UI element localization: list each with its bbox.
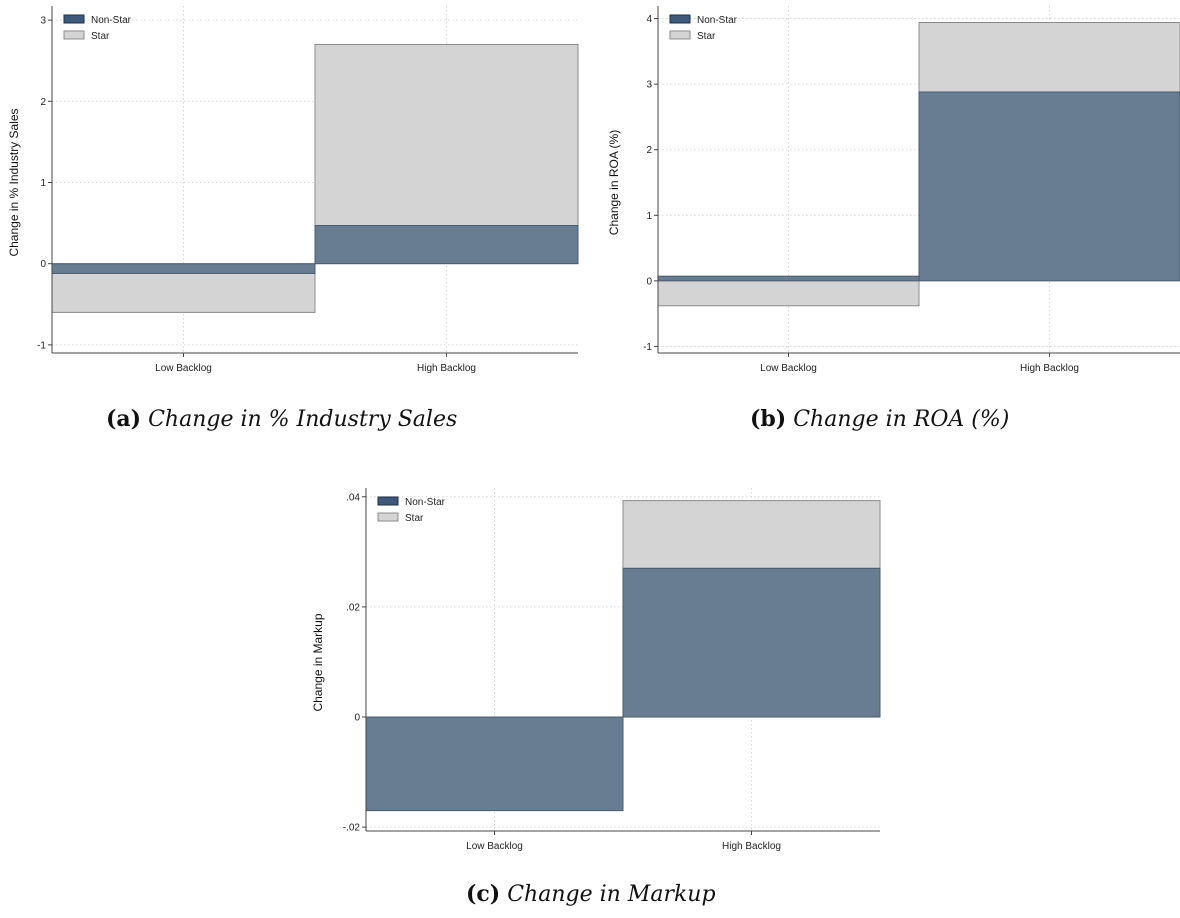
caption-b: (b) Change in ROA (%) bbox=[750, 406, 1009, 432]
x-tick-label: High Backlog bbox=[417, 363, 476, 374]
legend-label-star: Star bbox=[405, 513, 424, 524]
legend-swatch-non-star bbox=[377, 496, 399, 506]
caption-b-letter: (b) bbox=[750, 406, 787, 432]
bar-non-star-high-backlog bbox=[918, 91, 1180, 282]
y-tick-label: 2 bbox=[40, 97, 46, 108]
bar-non-star-low-backlog bbox=[51, 263, 316, 274]
caption-a-letter: (a) bbox=[106, 406, 142, 432]
chart-a: -1 0 1 2 3 Low Backlog High Backlog Change in %… bbox=[7, 6, 579, 374]
y-tick-label: 3 bbox=[646, 80, 652, 91]
y-tick-label: -.02 bbox=[343, 823, 361, 834]
bar-non-star-low-backlog bbox=[365, 716, 624, 812]
legend-label-non-star: Non-Star bbox=[697, 15, 738, 26]
y-tick-label: -1 bbox=[643, 342, 652, 353]
caption-c-text: Change in Markup bbox=[507, 882, 716, 907]
legend-label-non-star: Non-Star bbox=[91, 15, 132, 26]
bar-non-star-high-backlog bbox=[314, 225, 579, 265]
x-tick-label: Low Backlog bbox=[155, 363, 212, 374]
legend-label-star: Star bbox=[91, 31, 110, 42]
y-axis-title: Change in % Industry Sales bbox=[7, 108, 21, 256]
bar-non-star-high-backlog bbox=[622, 567, 881, 718]
chart-panel-c: -.02 0 .02 .04 Low Backlog High Backlog Change… bbox=[300, 476, 900, 916]
bar-star-high-backlog bbox=[622, 500, 881, 569]
y-tick-label: 4 bbox=[646, 14, 652, 25]
y-axis-title: Change in Markup bbox=[311, 613, 325, 711]
legend: Non-Star Star bbox=[377, 496, 446, 524]
y-tick-label: 1 bbox=[40, 178, 46, 189]
y-tick-label: -1 bbox=[37, 340, 46, 351]
legend-label-non-star: Non-Star bbox=[405, 497, 446, 508]
y-tick-label: 0 bbox=[40, 259, 46, 270]
caption-c-letter: (c) bbox=[466, 881, 501, 907]
x-tick-label: High Backlog bbox=[722, 841, 781, 852]
legend-swatch-non-star bbox=[63, 14, 85, 24]
bar-non-star-low-backlog bbox=[657, 275, 920, 282]
x-tick-label: Low Backlog bbox=[760, 363, 817, 374]
caption-c: (c) Change in Markup bbox=[466, 881, 716, 907]
chart-panel-b: -1 0 1 2 3 4 Low Backlog High Backlog Change in … bbox=[590, 0, 1180, 440]
y-tick-label: 0 bbox=[354, 713, 360, 724]
bar-star-low-backlog bbox=[51, 272, 316, 313]
bar-star-high-backlog bbox=[314, 43, 579, 227]
y-axis-title: Change in ROA (%) bbox=[607, 130, 621, 235]
x-tick-label: High Backlog bbox=[1020, 363, 1079, 374]
legend-swatch-star bbox=[63, 30, 85, 40]
chart-b: -1 0 1 2 3 4 Low Backlog High Backlog Change in … bbox=[607, 6, 1180, 374]
y-tick-label: 2 bbox=[646, 145, 652, 156]
legend-swatch-star bbox=[669, 30, 691, 40]
y-tick-label: 0 bbox=[646, 276, 652, 287]
legend: Non-Star Star bbox=[63, 14, 132, 42]
x-tick-label: Low Backlog bbox=[466, 841, 523, 852]
legend: Non-Star Star bbox=[669, 14, 738, 42]
legend-swatch-star bbox=[377, 512, 399, 522]
y-tick-label: 3 bbox=[40, 16, 46, 27]
legend-swatch-non-star bbox=[669, 14, 691, 24]
caption-a-text: Change in % Industry Sales bbox=[148, 407, 458, 432]
bar-star-high-backlog bbox=[918, 21, 1180, 93]
y-tick-label: 1 bbox=[646, 211, 652, 222]
y-tick-label: .02 bbox=[346, 602, 360, 613]
chart-panel-a: -1 0 1 2 3 Low Backlog High Backlog Change in %… bbox=[0, 0, 590, 440]
chart-c: -.02 0 .02 .04 Low Backlog High Backlog Change… bbox=[311, 488, 881, 852]
caption-a: (a) Change in % Industry Sales bbox=[106, 406, 457, 432]
y-tick-label: .04 bbox=[346, 492, 360, 503]
caption-b-text: Change in ROA (%) bbox=[793, 407, 1010, 432]
legend-label-star: Star bbox=[697, 31, 716, 42]
